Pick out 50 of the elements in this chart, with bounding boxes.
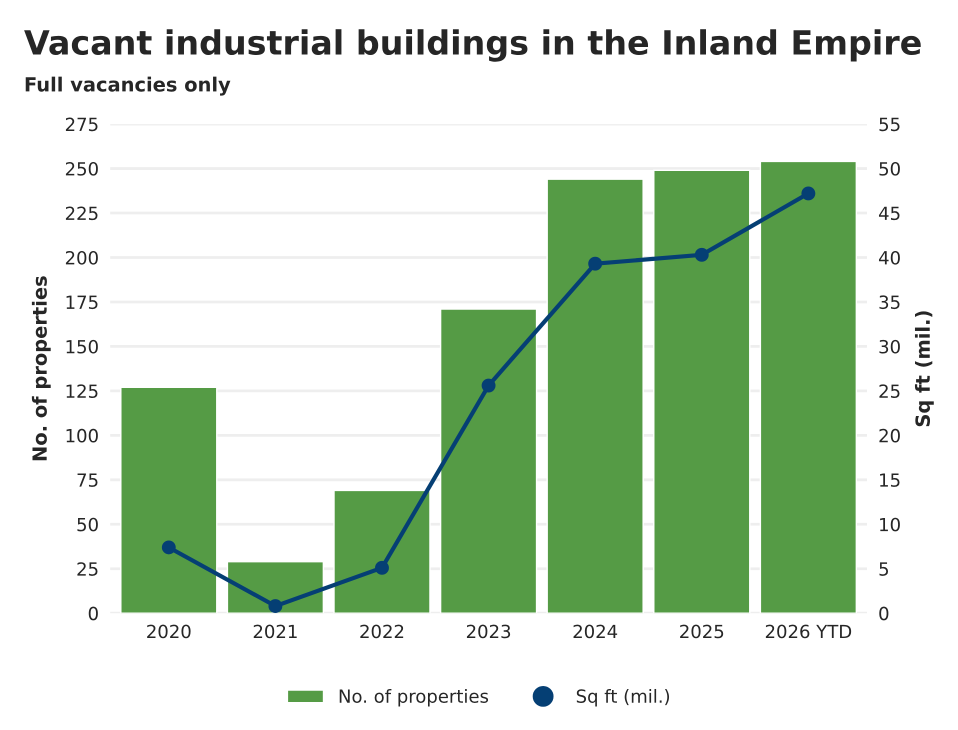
y-tick-label: 25 <box>77 562 98 576</box>
y2-tick-label: 25 <box>879 384 900 398</box>
point <box>375 560 389 575</box>
point <box>694 248 709 262</box>
x-tick-label: 2022 <box>360 624 404 638</box>
x-tick-label: 2026 YTD <box>766 624 852 638</box>
bar <box>653 170 750 614</box>
y-tick-label: 75 <box>78 474 98 487</box>
x-tick-label: 2020 <box>147 624 191 638</box>
chart-title: Vacant industrial buildings in the Inland Empire <box>24 29 921 62</box>
point <box>588 256 602 271</box>
y2-tick-label: 30 <box>879 340 900 354</box>
y2-tick-label: 0 <box>879 606 888 620</box>
y-tick-label: 275 <box>66 118 98 132</box>
x-tick-label: 2021 <box>254 624 297 638</box>
point <box>801 186 816 200</box>
y2-axis-title: Sq ft (mil.) <box>914 311 934 426</box>
y-tick-label: 100 <box>66 428 98 442</box>
y2-tick-label: 15 <box>880 474 900 487</box>
y-tick-label: 125 <box>66 384 98 398</box>
legend-label: No. of properties <box>340 688 488 706</box>
bar <box>440 308 538 614</box>
y2-tick-label: 5 <box>879 562 888 576</box>
y-axis-title: No. of properties <box>32 276 51 460</box>
y-tick-label: 150 <box>66 340 98 354</box>
bar <box>760 160 858 614</box>
y2-tick-label: 40 <box>878 250 900 265</box>
x-tick-label: 2023 <box>466 624 510 638</box>
x-tick-label: 2024 <box>574 624 618 638</box>
y-tick-label: 50 <box>77 518 98 532</box>
y2-tick-label: 50 <box>879 162 900 176</box>
point <box>268 599 282 614</box>
bar <box>120 386 218 614</box>
x-tick-label: 2025 <box>680 624 724 638</box>
chart-subtitle: Full vacancies only <box>26 76 230 96</box>
y-tick-label: 0 <box>88 606 98 620</box>
y2-tick-label: 10 <box>880 518 900 532</box>
y2-tick-label: 55 <box>879 118 900 132</box>
y-tick-label: 200 <box>66 250 98 265</box>
point <box>162 540 176 554</box>
bar <box>333 490 431 614</box>
bar <box>546 178 644 614</box>
y-tick-label: 225 <box>66 206 98 220</box>
y-tick-label: 175 <box>66 296 98 310</box>
legend-label: Sq ft (mil.) <box>576 688 670 706</box>
y2-tick-label: 35 <box>879 295 900 310</box>
y-tick-label: 250 <box>66 162 98 176</box>
y2-tick-label: 45 <box>878 206 900 220</box>
point <box>482 378 496 392</box>
y2-tick-label: 20 <box>879 428 900 442</box>
